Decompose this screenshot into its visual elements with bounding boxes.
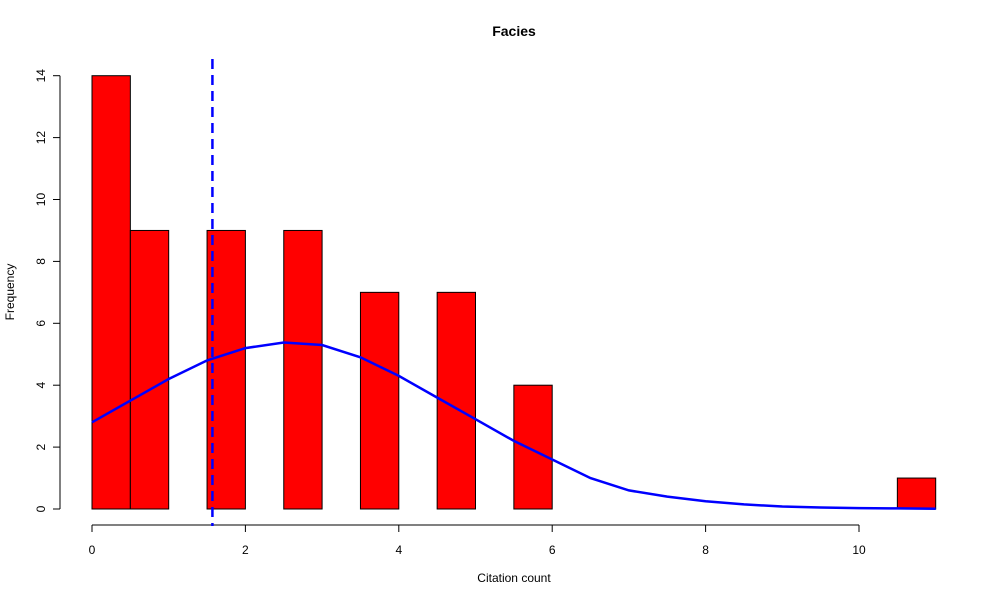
x-axis: 0 2 4 6 8 10 (89, 524, 866, 557)
bar-0 (91, 75, 131, 510)
y-axis-label: Frequency (3, 264, 17, 321)
y-axis: 0 2 4 6 8 10 12 14 (34, 69, 61, 512)
x-tick-label-8: 8 (702, 543, 709, 557)
bar-5 (283, 229, 323, 510)
y-tick-label-12: 12 (34, 131, 48, 145)
x-tick-label-4: 4 (395, 543, 402, 557)
y-tick-label-10: 10 (34, 193, 48, 207)
x-tick-label-0: 0 (89, 543, 96, 557)
y-tick-label-8: 8 (34, 258, 48, 265)
bar-1 (129, 229, 170, 510)
bar-11 (513, 384, 553, 510)
chart-title: Facies (492, 23, 536, 39)
y-tick-label-0: 0 (34, 505, 48, 512)
density-curve (91, 341, 936, 510)
y-tick-label-4: 4 (34, 382, 48, 389)
bar-7 (359, 291, 400, 510)
x-tick-label-10: 10 (852, 543, 866, 557)
bars-group (91, 75, 937, 510)
x-axis-label: Citation count (477, 571, 551, 585)
x-tick-label-2: 2 (242, 543, 249, 557)
bar-21 (896, 477, 937, 510)
overlays-group (91, 59, 936, 526)
y-tick-label-14: 14 (34, 69, 48, 83)
x-tick-label-6: 6 (549, 543, 556, 557)
y-tick-label-6: 6 (34, 320, 48, 327)
y-tick-label-2: 2 (34, 443, 48, 450)
